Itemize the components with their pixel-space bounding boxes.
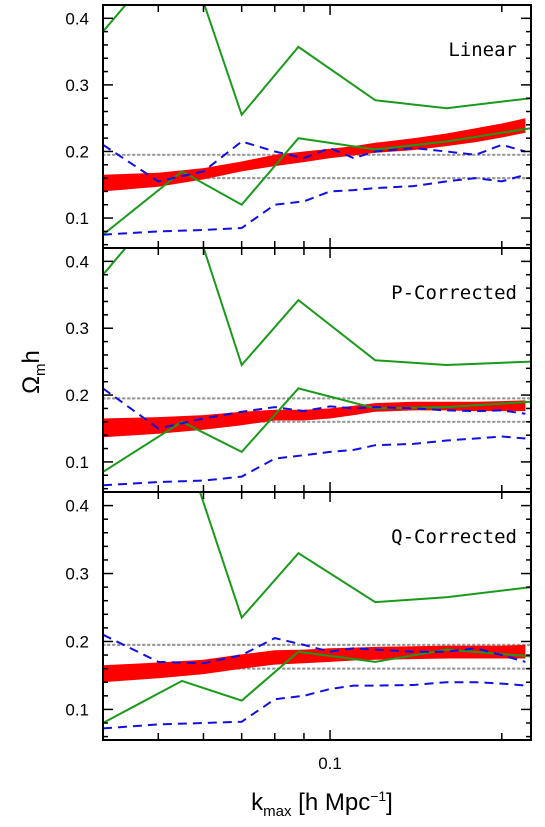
y-tick-label: 0.4: [65, 9, 89, 28]
y-tick-label: 0.1: [65, 700, 89, 719]
ylabel-symbol: Ω: [18, 376, 45, 394]
blue-lower-dashed-line: [103, 435, 526, 487]
blue-upper-dashed-line: [103, 633, 526, 665]
ylabel-subscript: m: [32, 363, 49, 376]
plot-area: [103, 248, 531, 487]
green-upper-line: [198, 492, 531, 620]
green-upper-line: [103, 248, 531, 367]
panel-label: Linear: [448, 39, 517, 61]
confidence-band: [103, 118, 526, 192]
y-tick-label: 0.4: [65, 252, 89, 271]
y-tick-label: 0.2: [65, 386, 89, 405]
x-axis-title: kmax [h Mpc−1]: [251, 788, 393, 820]
panel-linear: 0.1 0.2 0.3 0.4 Linear: [65, 4, 532, 249]
y-axis-title: Ωmh: [18, 350, 49, 394]
y-tick-label: 0.3: [65, 319, 89, 338]
panel-label: P-Corrected: [391, 282, 517, 304]
panel-p-corrected: 0.1 0.2 0.3 0.4 P-Corrected: [65, 247, 532, 493]
blue-upper-dashed-line: [103, 387, 526, 430]
xlabel-main: k: [251, 789, 264, 816]
x-axis-text: 0.1: [318, 754, 342, 773]
y-tick-label: 0.2: [65, 632, 89, 651]
y-tick-label: 0.4: [65, 497, 89, 516]
y-tick-label: 0.1: [65, 453, 89, 472]
blue-lower-dashed-line: [103, 681, 526, 730]
y-tick-label: 0.2: [65, 142, 89, 161]
chart-panels: 0.1 0.2 0.3 0.4 Linear 0.1 0.2 0.3 0.4 P-Correcte…: [65, 4, 532, 741]
ylabel-suffix: h: [18, 350, 45, 363]
plot-area: [103, 5, 531, 236]
blue-lower-dashed-line: [103, 173, 526, 236]
green-lower-line: [103, 387, 531, 473]
green-upper-line: [103, 5, 531, 117]
xlabel-unit: [h Mpc: [292, 789, 371, 816]
panel-frame: [102, 491, 532, 741]
xlabel-superscript: −1: [370, 788, 386, 804]
xlabel-unit-close: ]: [386, 789, 393, 816]
xlabel-subscript: max: [263, 803, 292, 820]
green-lower-line: [103, 648, 531, 724]
y-tick-label: 0.3: [65, 565, 89, 584]
panel-q-corrected: 0.1 0.2 0.3 0.4 Q-Corrected: [65, 491, 532, 741]
green-lower-line: [103, 127, 531, 236]
panel-label: Q-Corrected: [391, 526, 517, 548]
y-tick-label: 0.3: [65, 76, 89, 95]
plot-area: [103, 492, 531, 730]
y-tick-label: 0.1: [65, 209, 89, 228]
x-tick-label: 0.1: [318, 754, 342, 773]
blue-upper-dashed-line: [103, 140, 526, 183]
